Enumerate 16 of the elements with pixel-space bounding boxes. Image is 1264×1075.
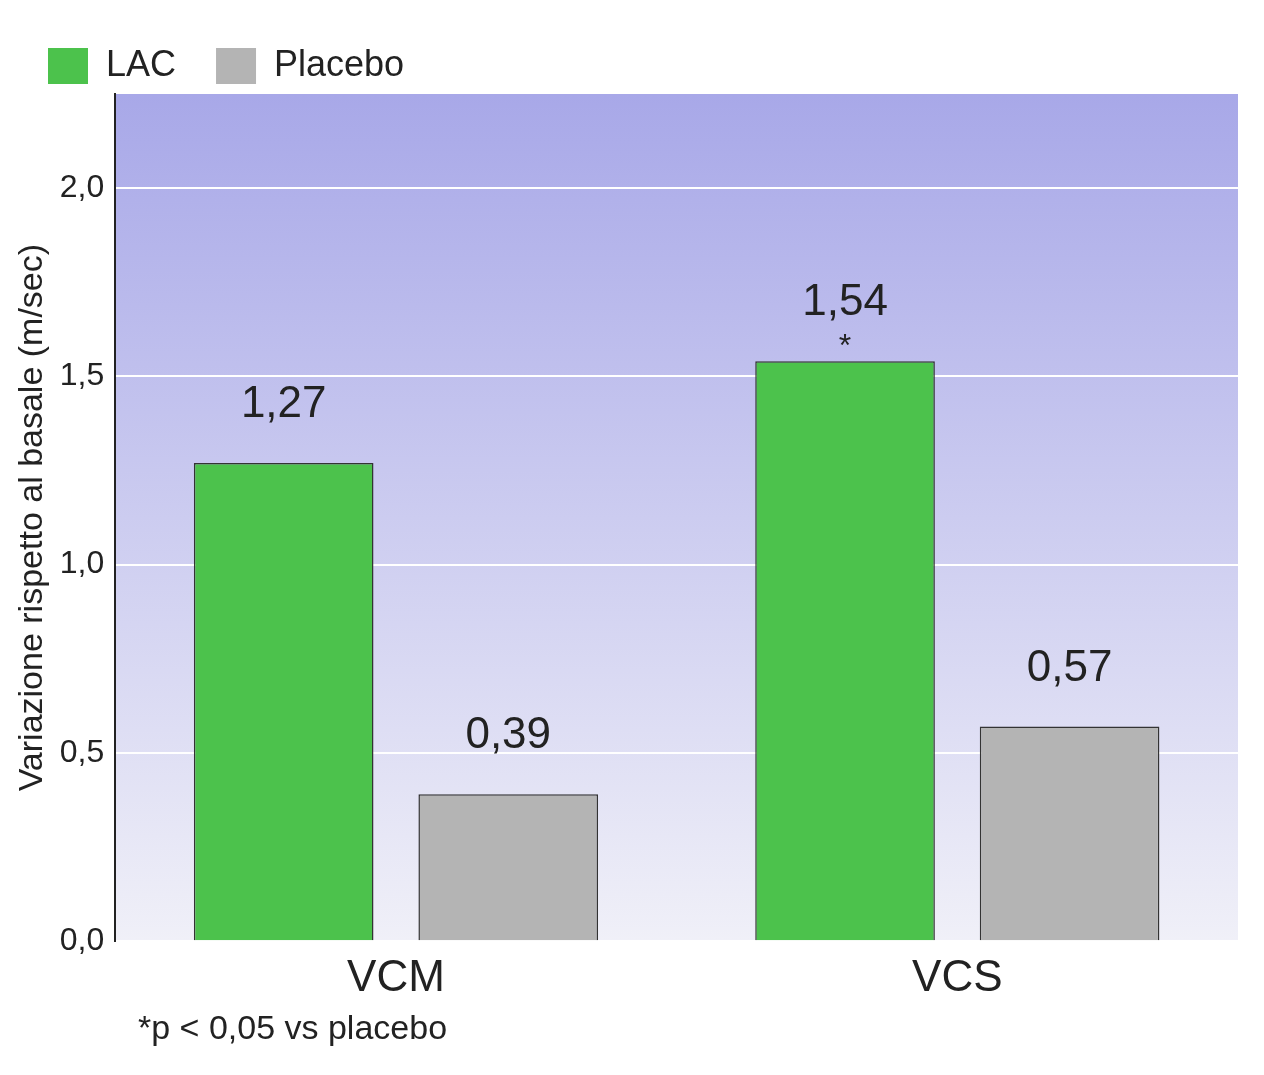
data-label: 1,27 [240, 377, 327, 427]
data-label: 1,54 [802, 275, 888, 325]
annotation: * [838, 327, 852, 364]
legend-label: Placebo [274, 42, 405, 84]
y-axis-title: Variazione rispetto al basale (m/sec) [10, 243, 49, 792]
data-label: 0,39 [465, 708, 552, 758]
y-tick-label: 0,0 [59, 921, 105, 958]
data-label: 0,57 [1026, 640, 1113, 690]
x-tick-label: VCS [912, 950, 1003, 1000]
y-tick-label: 2,0 [59, 167, 105, 204]
y-tick-label: 1,5 [59, 356, 105, 393]
y-tick-label: 0,5 [59, 732, 105, 769]
legend-label: LAC [106, 42, 177, 84]
text: *p < 0,05 vs placebo [138, 1008, 449, 1047]
y-tick-label: 1,0 [59, 544, 105, 581]
x-tick-label: VCM [347, 950, 445, 1000]
